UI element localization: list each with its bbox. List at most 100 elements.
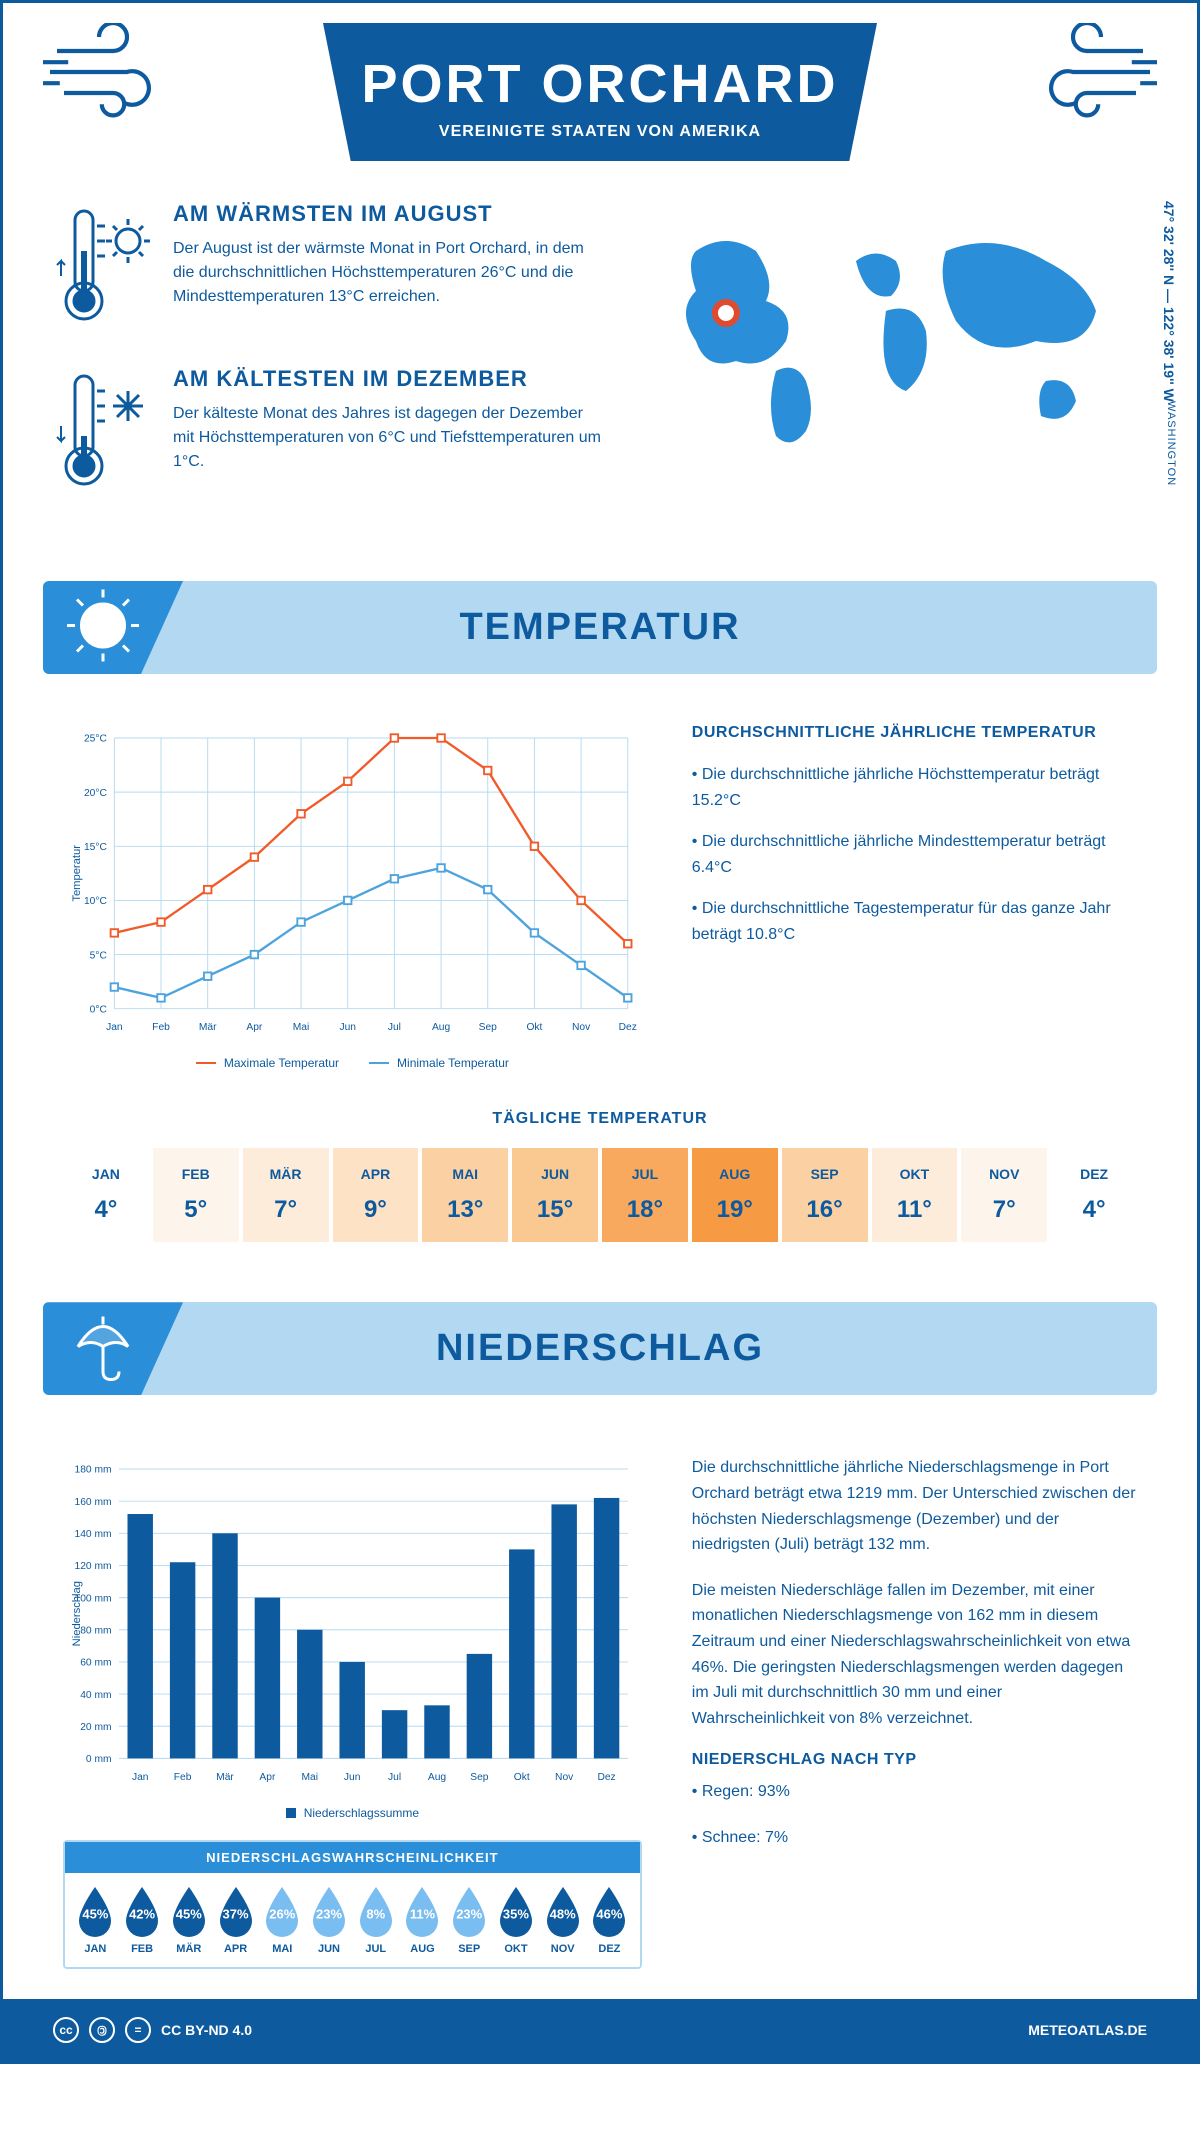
svg-text:80 mm: 80 mm (80, 1626, 111, 1637)
svg-text:Dez: Dez (597, 1772, 615, 1783)
precip-type-heading: NIEDERSCHLAG NACH TYP (692, 1751, 1137, 1769)
probability-drop: 11%AUG (400, 1885, 445, 1955)
svg-text:160 mm: 160 mm (75, 1497, 112, 1508)
probability-drop: 45%MÄR (166, 1885, 211, 1955)
svg-text:Jul: Jul (388, 1022, 401, 1033)
precipitation-banner: NIEDERSCHLAG (43, 1302, 1157, 1395)
probability-drop: 46%DEZ (587, 1885, 632, 1955)
probability-drop: 23%SEP (447, 1885, 492, 1955)
page-title: PORT ORCHARD (343, 53, 857, 115)
svg-text:Okt: Okt (526, 1022, 542, 1033)
precipitation-body: 0 mm20 mm40 mm60 mm80 mm100 mm120 mm140 … (3, 1425, 1197, 1999)
svg-text:Nov: Nov (572, 1022, 591, 1033)
precip-p2: Die meisten Niederschläge fallen im Deze… (692, 1578, 1137, 1732)
page: PORT ORCHARD VEREINIGTE STAATEN VON AMER… (0, 0, 1200, 2064)
header-row: PORT ORCHARD VEREINIGTE STAATEN VON AMER… (3, 3, 1197, 161)
precipitation-left: 0 mm20 mm40 mm60 mm80 mm100 mm120 mm140 … (63, 1455, 642, 1969)
temp-legend: Maximale Temperatur Minimale Temperatur (63, 1056, 642, 1070)
daily-temp-cell: DEZ4° (1051, 1148, 1137, 1242)
wind-icon-right (1017, 23, 1157, 126)
probability-drop: 26%MAI (260, 1885, 305, 1955)
temperature-chart: 0°C5°C10°C15°C20°C25°CJanFebMärAprMaiJun… (63, 724, 642, 1070)
world-map-area: 47° 32' 28'' N — 122° 38' 19'' W WASHING… (645, 201, 1147, 531)
temp-bullet-2: • Die durchschnittliche jährliche Mindes… (692, 829, 1137, 880)
probability-drop: 48%NOV (540, 1885, 585, 1955)
probability-box: NIEDERSCHLAGSWAHRSCHEINLICHKEIT 45%JAN42… (63, 1840, 642, 1969)
svg-text:Apr: Apr (246, 1022, 263, 1033)
daily-temp-cell: APR9° (333, 1148, 419, 1242)
header: PORT ORCHARD VEREINIGTE STAATEN VON AMER… (323, 23, 877, 161)
probability-drops: 45%JAN42%FEB45%MÄR37%APR26%MAI23%JUN8%JU… (65, 1873, 640, 1955)
temp-bullet-1: • Die durchschnittliche jährliche Höchst… (692, 762, 1137, 813)
svg-text:Feb: Feb (152, 1022, 170, 1033)
daily-temp-grid: JAN4°FEB5°MÄR7°APR9°MAI13°JUN15°JUL18°AU… (63, 1148, 1137, 1242)
precip-type-1: • Regen: 93% (692, 1779, 1137, 1805)
probability-drop: 23%JUN (307, 1885, 352, 1955)
temperature-heading: TEMPERATUR (73, 606, 1127, 649)
intro-facts: AM WÄRMSTEN IM AUGUST Der August ist der… (53, 201, 605, 531)
page-subtitle: VEREINIGTE STAATEN VON AMERIKA (343, 123, 857, 141)
svg-text:Nov: Nov (555, 1772, 574, 1783)
cold-fact: AM KÄLTESTEN IM DEZEMBER Der kälteste Mo… (53, 366, 605, 501)
daily-temp-cell: FEB5° (153, 1148, 239, 1242)
svg-text:Mär: Mär (199, 1022, 217, 1033)
cc-icon: cc (53, 2017, 79, 2043)
legend-max-label: Maximale Temperatur (224, 1056, 339, 1070)
world-map-icon (645, 201, 1147, 481)
svg-text:Mär: Mär (216, 1772, 234, 1783)
svg-text:Mai: Mai (302, 1772, 319, 1783)
daily-temp-cell: JUN15° (512, 1148, 598, 1242)
cold-title: AM KÄLTESTEN IM DEZEMBER (173, 366, 605, 392)
footer-license: cc 🄯 = CC BY-ND 4.0 (53, 2017, 252, 2043)
svg-text:Jan: Jan (132, 1772, 149, 1783)
daily-temp-cell: MAI13° (422, 1148, 508, 1242)
temp-bullet-3: • Die durchschnittliche Tagestemperatur … (692, 896, 1137, 947)
svg-text:Mai: Mai (293, 1022, 310, 1033)
cold-text: Der kälteste Monat des Jahres ist dagege… (173, 402, 605, 474)
intro-section: AM WÄRMSTEN IM AUGUST Der August ist der… (3, 161, 1197, 561)
svg-text:15°C: 15°C (84, 842, 108, 853)
svg-text:Feb: Feb (174, 1772, 192, 1783)
daily-temp-section: TÄGLICHE TEMPERATUR JAN4°FEB5°MÄR7°APR9°… (3, 1100, 1197, 1282)
svg-text:Aug: Aug (428, 1772, 447, 1783)
probability-drop: 42%FEB (120, 1885, 165, 1955)
footer: cc 🄯 = CC BY-ND 4.0 METEOATLAS.DE (3, 1999, 1197, 2061)
svg-text:180 mm: 180 mm (75, 1465, 112, 1476)
daily-temp-cell: OKT11° (872, 1148, 958, 1242)
precipitation-text: Die durchschnittliche jährliche Niedersc… (692, 1455, 1137, 1969)
svg-text:120 mm: 120 mm (75, 1562, 112, 1573)
svg-text:Sep: Sep (479, 1022, 498, 1033)
daily-temp-cell: NOV7° (961, 1148, 1047, 1242)
daily-temp-cell: AUG19° (692, 1148, 778, 1242)
svg-text:0 mm: 0 mm (86, 1755, 112, 1766)
temp-text-heading: DURCHSCHNITTLICHE JÄHRLICHE TEMPERATUR (692, 724, 1137, 742)
svg-text:Jan: Jan (106, 1022, 123, 1033)
nd-icon: = (125, 2017, 151, 2043)
temperature-text: DURCHSCHNITTLICHE JÄHRLICHE TEMPERATUR •… (692, 724, 1137, 1070)
probability-drop: 8%JUL (353, 1885, 398, 1955)
svg-text:10°C: 10°C (84, 896, 108, 907)
svg-text:140 mm: 140 mm (75, 1529, 112, 1540)
svg-text:5°C: 5°C (90, 950, 108, 961)
svg-text:20 mm: 20 mm (80, 1722, 111, 1733)
coordinates: 47° 32' 28'' N — 122° 38' 19'' W (1161, 201, 1177, 402)
daily-temp-heading: TÄGLICHE TEMPERATUR (63, 1110, 1137, 1128)
daily-temp-cell: MÄR7° (243, 1148, 329, 1242)
warm-text: Der August ist der wärmste Monat in Port… (173, 237, 605, 309)
daily-temp-cell: SEP16° (782, 1148, 868, 1242)
svg-text:20°C: 20°C (84, 788, 108, 799)
daily-temp-cell: JAN4° (63, 1148, 149, 1242)
probability-drop: 45%JAN (73, 1885, 118, 1955)
svg-text:25°C: 25°C (84, 734, 108, 745)
legend-precip-label: Niederschlagssumme (304, 1806, 419, 1820)
svg-text:Dez: Dez (619, 1022, 637, 1033)
precipitation-chart: 0 mm20 mm40 mm60 mm80 mm100 mm120 mm140 … (63, 1455, 642, 1791)
svg-text:0°C: 0°C (90, 1004, 108, 1015)
precip-legend: Niederschlagssumme (63, 1806, 642, 1820)
thermometer-cold-icon (53, 366, 153, 501)
svg-text:40 mm: 40 mm (80, 1690, 111, 1701)
warm-fact: AM WÄRMSTEN IM AUGUST Der August ist der… (53, 201, 605, 336)
temperature-body: 0°C5°C10°C15°C20°C25°CJanFebMärAprMaiJun… (3, 704, 1197, 1100)
region-label: WASHINGTON (1165, 401, 1177, 486)
temperature-banner: TEMPERATUR (43, 581, 1157, 674)
